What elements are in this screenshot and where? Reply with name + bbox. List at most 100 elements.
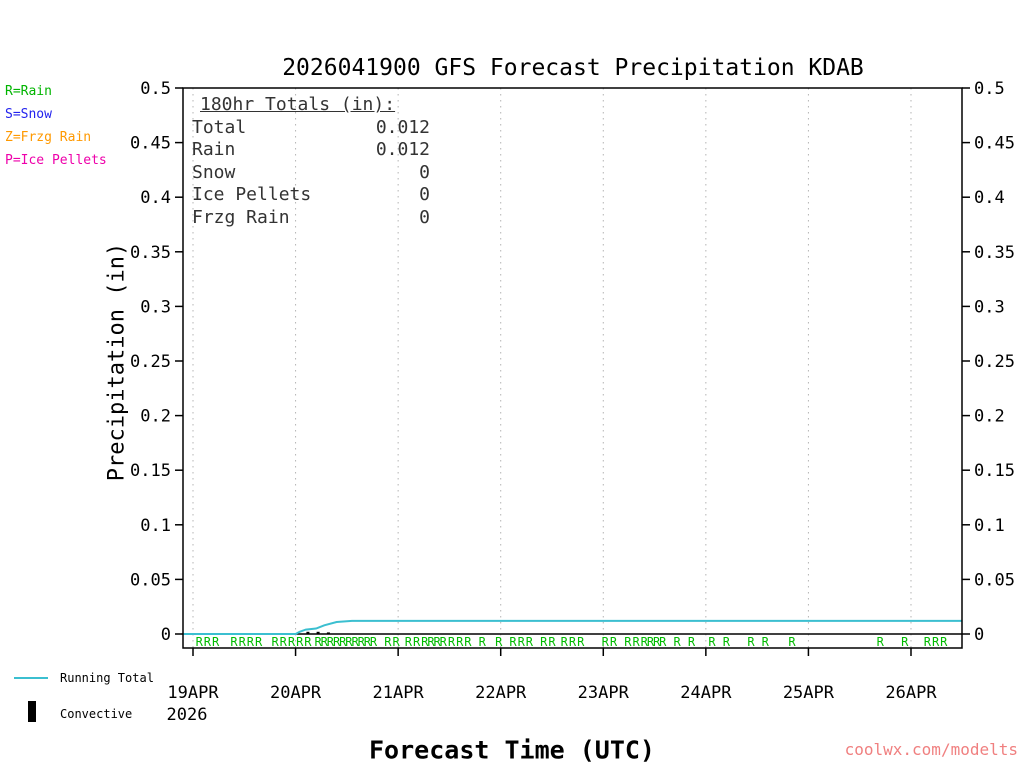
totals-row-snow: Snow 0: [192, 162, 430, 185]
rain-marker: R: [271, 635, 279, 649]
totals-label: Rain: [192, 139, 236, 160]
y-tick-label-left: 0.3: [140, 297, 171, 317]
y-tick-label-right: 0.45: [974, 134, 1015, 154]
rain-marker: R: [421, 635, 429, 649]
y-tick-label-right: 0.4: [974, 188, 1005, 208]
rain-marker: R: [673, 635, 681, 649]
rain-marker: R: [577, 635, 585, 649]
totals-value: 0: [419, 184, 430, 205]
totals-label: Snow: [192, 161, 236, 183]
rain-marker: R: [495, 635, 503, 649]
rain-marker: R: [561, 635, 569, 649]
x-tick-label: 20APR: [270, 683, 322, 703]
legend-frzg-rain: Z=Frzg Rain: [5, 130, 92, 145]
rain-marker: R: [659, 635, 667, 649]
rain-marker: R: [196, 635, 204, 649]
y-tick-label-left: 0.4: [140, 188, 171, 208]
y-tick-label-left: 0.5: [140, 79, 171, 99]
legend-rain: R=Rain: [5, 84, 52, 99]
rain-marker: R: [610, 635, 618, 649]
totals-value: 0.012: [375, 139, 430, 160]
rain-marker: R: [333, 635, 341, 649]
rain-marker: R: [526, 635, 534, 649]
rain-marker: R: [723, 635, 731, 649]
convective-bar: [316, 631, 320, 634]
y-tick-label-left: 0.15: [130, 461, 171, 481]
x-axis-title: Forecast Time (UTC): [369, 735, 655, 765]
rain-marker: R: [351, 635, 359, 649]
y-tick-label-right: 0: [974, 625, 984, 645]
rain-marker: R: [239, 635, 247, 649]
rain-marker: R: [230, 635, 238, 649]
rain-marker: R: [427, 635, 435, 649]
x-axis-year-label: 2026: [167, 705, 208, 725]
totals-label: Frzg Rain: [192, 206, 290, 228]
rain-marker: R: [345, 635, 353, 649]
running-total-line-sample: [14, 677, 48, 679]
rain-marker: R: [456, 635, 464, 649]
totals-value: 0.012: [375, 116, 430, 138]
rain-marker: R: [647, 635, 655, 649]
y-tick-label-left: 0.05: [130, 570, 171, 590]
rain-marker: R: [392, 635, 400, 649]
rain-marker: R: [479, 635, 487, 649]
watermark-link[interactable]: coolwx.com/modelts: [844, 740, 1018, 759]
y-tick-label-left: 0: [161, 625, 171, 645]
y-tick-label-right: 0.05: [974, 570, 1015, 590]
y-tick-label-right: 0.2: [974, 407, 1005, 427]
convective-bar-sample: [28, 701, 36, 722]
y-tick-label-right: 0.1: [974, 516, 1005, 536]
totals-row-frzg-rain: Frzg Rain 0: [192, 207, 430, 230]
rain-marker: R: [688, 635, 696, 649]
legend-snow: S=Snow: [5, 107, 52, 122]
rain-marker: R: [788, 635, 796, 649]
rain-marker: R: [384, 635, 392, 649]
rain-marker: R: [358, 635, 366, 649]
rain-marker: R: [624, 635, 632, 649]
totals-heading: 180hr Totals (in):: [200, 94, 396, 115]
totals-row-total: Total 0.012: [192, 117, 430, 140]
rain-marker: R: [321, 635, 329, 649]
rain-marker: R: [762, 635, 770, 649]
rain-marker: R: [641, 635, 649, 649]
rain-marker: R: [464, 635, 472, 649]
x-tick-label: 26APR: [885, 683, 937, 703]
y-tick-label-right: 0.3: [974, 297, 1005, 317]
rain-marker: R: [548, 635, 556, 649]
rain-marker: R: [280, 635, 288, 649]
x-tick-label: 24APR: [680, 683, 732, 703]
totals-label: Ice Pellets: [192, 184, 312, 205]
y-tick-label-right: 0.5: [974, 79, 1005, 99]
rain-marker: R: [212, 635, 220, 649]
rain-marker: R: [304, 635, 312, 649]
rain-marker: R: [540, 635, 548, 649]
x-tick-label: 22APR: [475, 683, 527, 703]
rain-marker: R: [327, 635, 335, 649]
rain-marker: R: [632, 635, 640, 649]
rain-marker: R: [440, 635, 448, 649]
rain-marker: R: [877, 635, 885, 649]
rain-marker: R: [247, 635, 255, 649]
totals-box: 180hr Totals (in): Total 0.012 Rain 0.01…: [192, 94, 430, 229]
y-tick-label-right: 0.25: [974, 352, 1015, 372]
rain-marker: R: [405, 635, 413, 649]
rain-marker: R: [708, 635, 716, 649]
rain-marker: R: [569, 635, 577, 649]
rain-marker: R: [339, 635, 347, 649]
rain-marker: R: [932, 635, 940, 649]
rain-marker: R: [518, 635, 526, 649]
rain-marker: R: [255, 635, 263, 649]
x-tick-label: 19APR: [167, 683, 219, 703]
y-tick-label-left: 0.35: [130, 243, 171, 263]
x-tick-label: 25APR: [783, 683, 835, 703]
plot-frame: [182, 87, 963, 649]
rain-marker: R: [448, 635, 456, 649]
rain-marker: R: [413, 635, 421, 649]
totals-row-ice-pellets: Ice Pellets 0: [192, 184, 430, 207]
rain-marker: R: [747, 635, 755, 649]
rain-marker: R: [940, 635, 948, 649]
convective-bar: [306, 631, 310, 634]
totals-row-rain: Rain 0.012: [192, 139, 430, 162]
precip-type-legend: R=Rain S=Snow Z=Frzg Rain P=Ice Pellets: [5, 80, 107, 172]
